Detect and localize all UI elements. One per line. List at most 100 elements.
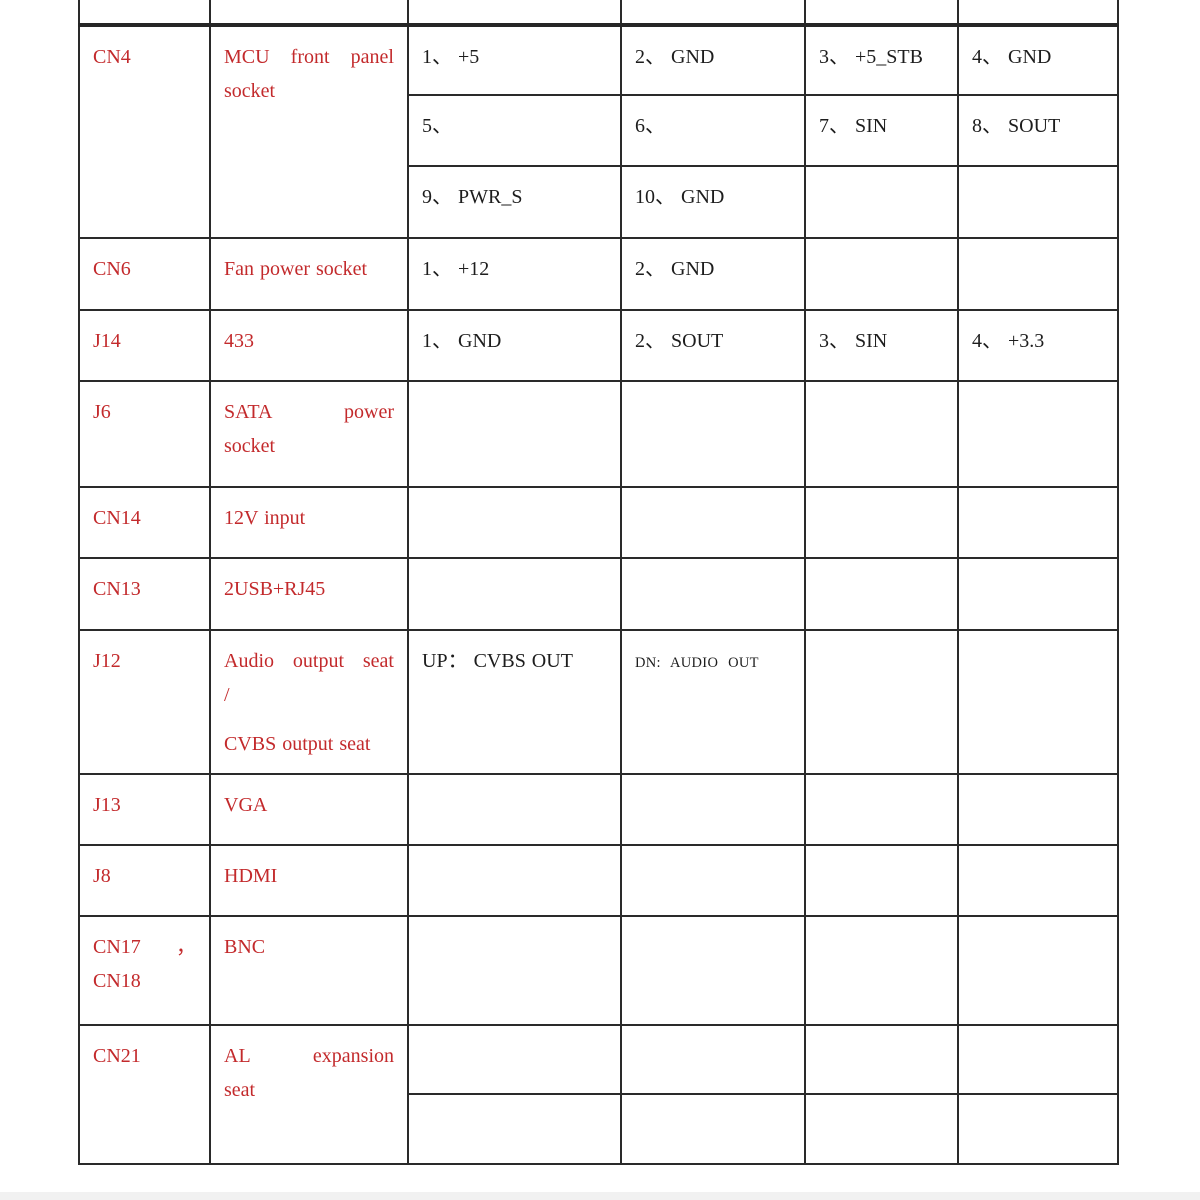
row-j6: J6 SATA power socket xyxy=(78,380,1119,488)
row-j13: J13 VGA xyxy=(78,773,1119,846)
empty-cell xyxy=(804,0,959,27)
empty-cell xyxy=(957,237,1119,311)
pin-cell: 2、 GND xyxy=(620,24,806,96)
pin-cell: 8、 SOUT xyxy=(957,94,1119,167)
row-j8: J8 HDMI xyxy=(78,844,1119,917)
connector-id-cell: CN13 xyxy=(78,557,211,631)
pin-cell: 4、 GND xyxy=(957,24,1119,96)
empty-cell xyxy=(804,486,959,559)
row-cn4-pins-1-4: CN4 MCU front panel socket 1、 +5 2、 GND 3… xyxy=(78,24,1119,239)
empty-cell xyxy=(620,1024,806,1095)
empty-cell xyxy=(620,1093,806,1165)
connector-id-cell: J13 xyxy=(78,773,211,846)
connector-id-cell: CN14 xyxy=(78,486,211,559)
pin-cell: 1、 +5 xyxy=(407,24,622,96)
empty-cell xyxy=(804,165,959,239)
empty-cell xyxy=(407,773,622,846)
empty-cell xyxy=(620,486,806,559)
connector-desc-cell: Fan power socket xyxy=(209,237,409,311)
row-cn17-cn18: CN17 ， CN18 BNC xyxy=(78,915,1119,1026)
empty-cell xyxy=(407,1093,622,1165)
row-j12: J12 Audio output seat / CVBS output seat U… xyxy=(78,629,1119,775)
pin-cell: 3、 +5_STB xyxy=(804,24,959,96)
pin-cell: 7、 SIN xyxy=(804,94,959,167)
pin-cell-up: UP： CVBS OUT xyxy=(407,629,622,775)
empty-cell xyxy=(407,0,622,27)
empty-cell xyxy=(804,629,959,775)
connector-id-cell: CN6 xyxy=(78,237,211,311)
connector-desc-cell: HDMI xyxy=(209,844,409,917)
pin-cell: 6、 xyxy=(620,94,806,167)
empty-cell xyxy=(957,0,1119,27)
row-cn13: CN13 2USB+RJ45 xyxy=(78,557,1119,631)
empty-cell xyxy=(209,0,409,27)
connector-id-cell: J14 xyxy=(78,309,211,382)
row-cn6: CN6 Fan power socket 1、 +12 2、 GND xyxy=(78,237,1119,311)
pin-cell: 2、 GND xyxy=(620,237,806,311)
empty-cell xyxy=(957,380,1119,488)
connector-pinout-table: CN4 MCU front panel socket 1、 +5 2、 GND 3… xyxy=(78,0,1119,1165)
empty-cell xyxy=(407,844,622,917)
empty-cell xyxy=(407,380,622,488)
row-cn21-sub1: CN21 AL expansion seat xyxy=(78,1024,1119,1165)
pin-cell: 3、 SIN xyxy=(804,309,959,382)
bottom-edge-band xyxy=(0,1192,1200,1200)
empty-cell xyxy=(804,380,959,488)
empty-cell xyxy=(804,557,959,631)
pin-cell: 4、 +3.3 xyxy=(957,309,1119,382)
connector-desc-cell: AL expansion seat xyxy=(209,1024,409,1165)
empty-cell xyxy=(957,844,1119,917)
row-cn14: CN14 12V input xyxy=(78,486,1119,559)
empty-cell xyxy=(620,0,806,27)
pin-cell: 2、 SOUT xyxy=(620,309,806,382)
pin-cell-dn: DN: AUDIO OUT xyxy=(620,629,806,775)
pin-cell: 5、 xyxy=(407,94,622,167)
empty-cell xyxy=(957,629,1119,775)
row-cn21-sub2 xyxy=(79,1093,1119,1165)
connector-desc-cell: 433 xyxy=(209,309,409,382)
empty-cell xyxy=(620,773,806,846)
empty-cell xyxy=(78,0,211,27)
connector-desc-cell: BNC xyxy=(209,915,409,1026)
pin-cell: 10、 GND xyxy=(620,165,806,239)
row-cn4-pins-9-10: 9、 PWR_S 10、 GND xyxy=(79,165,1119,239)
empty-cell xyxy=(620,844,806,917)
connector-id-cell: J6 xyxy=(78,380,211,488)
row-cn4-pins-5-8: 5、 6、 7、 SIN 8、 SOUT xyxy=(79,94,1119,167)
empty-cell xyxy=(620,557,806,631)
connector-desc-cell: 2USB+RJ45 xyxy=(209,557,409,631)
empty-cell xyxy=(957,557,1119,631)
empty-cell xyxy=(804,915,959,1026)
empty-cell xyxy=(957,165,1119,239)
connector-id-cell: J8 xyxy=(78,844,211,917)
empty-cell xyxy=(804,844,959,917)
connector-desc-cell: VGA xyxy=(209,773,409,846)
empty-cell xyxy=(620,915,806,1026)
empty-cell xyxy=(804,1024,959,1095)
connector-id-cell: CN4 xyxy=(78,24,211,239)
empty-cell xyxy=(957,1024,1119,1095)
empty-cell xyxy=(957,773,1119,846)
empty-cell xyxy=(957,915,1119,1026)
empty-cell xyxy=(957,1093,1119,1165)
empty-cell xyxy=(804,773,959,846)
connector-desc-cell: 12V input xyxy=(209,486,409,559)
connector-desc-cell: SATA power socket xyxy=(209,380,409,488)
row-top-partial xyxy=(78,0,1119,27)
empty-cell xyxy=(407,557,622,631)
empty-cell xyxy=(804,237,959,311)
empty-cell xyxy=(407,486,622,559)
empty-cell xyxy=(407,915,622,1026)
empty-cell xyxy=(804,1093,959,1165)
pin-cell: 1、 +12 xyxy=(407,237,622,311)
connector-desc-cell: MCU front panel socket xyxy=(209,24,409,239)
row-j14: J14 433 1、 GND 2、 SOUT 3、 SIN 4、 +3.3 xyxy=(78,309,1119,382)
empty-cell xyxy=(957,486,1119,559)
empty-cell xyxy=(620,380,806,488)
connector-desc-cell: Audio output seat / CVBS output seat xyxy=(209,629,409,775)
pin-cell: 1、 GND xyxy=(407,309,622,382)
connector-id-cell: CN17 ， CN18 xyxy=(78,915,211,1026)
connector-id-cell: CN21 xyxy=(78,1024,211,1165)
pin-cell: 9、 PWR_S xyxy=(407,165,622,239)
connector-id-cell: J12 xyxy=(78,629,211,775)
